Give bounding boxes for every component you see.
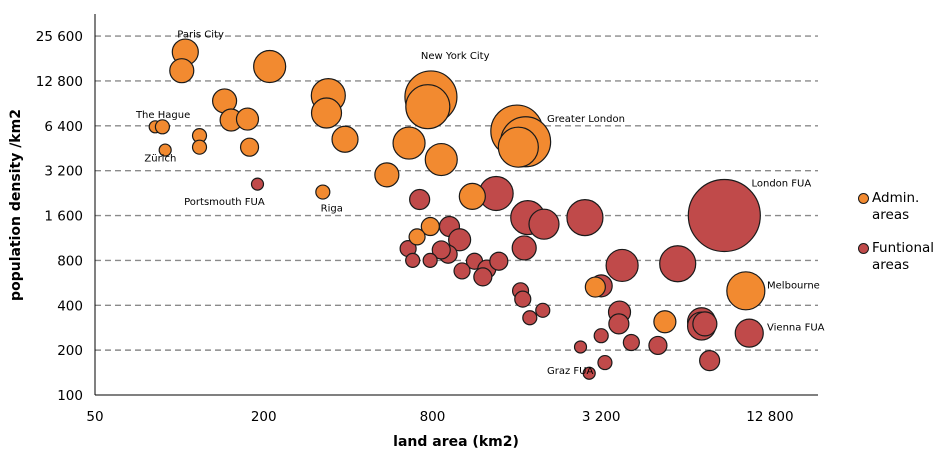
annotation-label: Vienna FUA xyxy=(767,323,825,334)
x-axis-title: land area (km2) xyxy=(393,434,519,450)
y-tick-label: 12 800 xyxy=(36,74,83,90)
legend-item-admin-areas: Admin. areas xyxy=(858,190,950,224)
bubble xyxy=(608,313,630,335)
x-tick-label: 50 xyxy=(86,409,103,425)
legend-swatch-functional xyxy=(858,243,869,254)
annotation-label: Portsmouth FUA xyxy=(184,197,265,208)
bubble xyxy=(424,142,458,177)
axes: 100 200 400 800 1 600 3 200 6 400 12 800 25 600 5… xyxy=(36,14,818,425)
bubble xyxy=(315,184,331,200)
y-tick-label: 25 600 xyxy=(36,29,83,45)
legend-item-functional-areas: Funtional areas xyxy=(858,240,950,274)
grid-lines xyxy=(95,35,818,351)
bubble xyxy=(687,178,761,253)
bubble xyxy=(528,208,560,240)
bubble xyxy=(253,49,287,84)
x-tick-label: 800 xyxy=(420,409,446,425)
bubble xyxy=(409,188,431,211)
x-tick-label: 12 800 xyxy=(746,409,793,425)
bubble xyxy=(692,311,718,337)
bubble xyxy=(573,340,588,354)
bubble xyxy=(374,162,400,188)
annotation-label: Graz FUA xyxy=(547,366,593,377)
bubble xyxy=(566,198,604,237)
bubble xyxy=(622,333,640,352)
bubble xyxy=(310,97,343,129)
bubble xyxy=(422,252,438,269)
bubble xyxy=(408,228,426,246)
annotations: Paris City The Hague Zürich Portsmouth FUA R… xyxy=(135,30,825,378)
y-tick-label: 400 xyxy=(57,298,83,314)
bubble xyxy=(392,126,426,160)
bubble xyxy=(699,350,721,372)
bubble xyxy=(726,271,766,311)
annotation-label: New York City xyxy=(421,51,490,62)
bubble xyxy=(582,366,596,380)
legend-swatch-admin xyxy=(858,193,869,204)
bubble xyxy=(648,335,668,356)
bubble xyxy=(239,137,260,157)
annotation-label: Greater London xyxy=(547,114,625,125)
bubble xyxy=(191,139,208,155)
bubble xyxy=(154,119,171,135)
bubble xyxy=(169,58,195,84)
bubble xyxy=(405,252,421,269)
bubble xyxy=(420,216,440,237)
bubble xyxy=(431,240,451,260)
annotation-label: Zürich xyxy=(144,153,176,164)
bubble xyxy=(235,107,260,131)
bubble xyxy=(331,125,359,153)
bubble xyxy=(514,290,532,308)
y-tick-label: 800 xyxy=(57,253,83,269)
bubble xyxy=(535,302,551,318)
x-tick-label: 3 200 xyxy=(582,409,621,425)
x-tick-label: 200 xyxy=(251,409,277,425)
bubble xyxy=(250,177,265,191)
bubble xyxy=(453,262,471,280)
y-tick-label: 100 xyxy=(57,388,83,404)
y-tick-label: 1 600 xyxy=(44,209,83,225)
bubble xyxy=(497,126,539,168)
bubble xyxy=(605,248,639,283)
bubble xyxy=(593,328,609,344)
annotation-label: Paris City xyxy=(177,30,224,41)
bubble xyxy=(489,251,509,271)
annotation-label: The Hague xyxy=(135,110,190,121)
legend-label-admin: Admin. areas xyxy=(872,190,920,223)
bubble xyxy=(511,235,537,261)
annotation-label: Melbourne xyxy=(767,280,820,291)
annotation-label: London FUA xyxy=(751,179,811,190)
y-tick-label: 200 xyxy=(57,343,83,359)
bubble xyxy=(659,245,697,283)
bubbles xyxy=(148,38,766,380)
bubble xyxy=(522,310,538,326)
bubble xyxy=(458,182,486,211)
bubble xyxy=(405,84,451,130)
bubble xyxy=(158,143,172,157)
bubble xyxy=(597,354,613,371)
bubble xyxy=(653,310,677,334)
y-tick-label: 6 400 xyxy=(44,119,83,135)
legend-label-functional: Funtional areas xyxy=(872,240,935,273)
annotation-label: Riga xyxy=(321,204,343,215)
y-tick-label: 3 200 xyxy=(44,164,83,180)
bubble xyxy=(448,228,472,252)
y-axis-title: population density /km2 xyxy=(8,109,24,301)
bubble xyxy=(473,267,493,287)
legend: Admin. areas Funtional areas xyxy=(858,190,950,290)
bubble xyxy=(584,276,606,298)
bubble xyxy=(734,318,764,348)
